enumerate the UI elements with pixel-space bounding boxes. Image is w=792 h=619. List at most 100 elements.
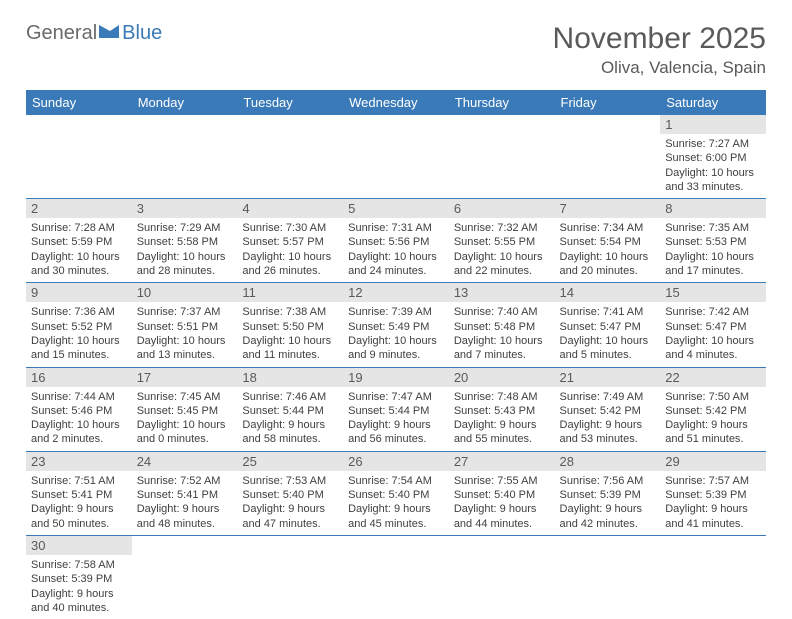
daylight-text: Daylight: 9 hours and 45 minutes.	[348, 502, 444, 531]
day-info: Sunrise: 7:55 AMSunset: 5:40 PMDaylight:…	[449, 471, 555, 535]
title-block: November 2025 Oliva, Valencia, Spain	[553, 22, 766, 78]
calendar-cell: 1Sunrise: 7:27 AMSunset: 6:00 PMDaylight…	[660, 115, 766, 199]
daylight-text: Daylight: 9 hours and 47 minutes.	[242, 502, 338, 531]
sunrise-text: Sunrise: 7:32 AM	[454, 221, 550, 235]
day-number: 19	[343, 368, 449, 387]
daylight-text: Daylight: 9 hours and 51 minutes.	[665, 418, 761, 447]
day-number: 27	[449, 452, 555, 471]
day-number: 24	[132, 452, 238, 471]
calendar-cell: 8Sunrise: 7:35 AMSunset: 5:53 PMDaylight…	[660, 199, 766, 283]
month-title: November 2025	[553, 22, 766, 56]
calendar-cell: 6Sunrise: 7:32 AMSunset: 5:55 PMDaylight…	[449, 199, 555, 283]
day-info: Sunrise: 7:37 AMSunset: 5:51 PMDaylight:…	[132, 302, 238, 366]
day-info: Sunrise: 7:56 AMSunset: 5:39 PMDaylight:…	[555, 471, 661, 535]
page-header: General Blue November 2025 Oliva, Valenc…	[26, 22, 766, 78]
day-info: Sunrise: 7:42 AMSunset: 5:47 PMDaylight:…	[660, 302, 766, 366]
daylight-text: Daylight: 9 hours and 41 minutes.	[665, 502, 761, 531]
day-number: 28	[555, 452, 661, 471]
calendar-cell	[449, 115, 555, 199]
day-info: Sunrise: 7:44 AMSunset: 5:46 PMDaylight:…	[26, 387, 132, 451]
day-info: Sunrise: 7:53 AMSunset: 5:40 PMDaylight:…	[237, 471, 343, 535]
sunrise-text: Sunrise: 7:45 AM	[137, 390, 233, 404]
logo: General Blue	[26, 22, 162, 45]
sunrise-text: Sunrise: 7:52 AM	[137, 474, 233, 488]
day-number: 29	[660, 452, 766, 471]
sunrise-text: Sunrise: 7:34 AM	[560, 221, 656, 235]
day-number: 16	[26, 368, 132, 387]
daylight-text: Daylight: 10 hours and 5 minutes.	[560, 334, 656, 363]
sunset-text: Sunset: 5:57 PM	[242, 235, 338, 249]
calendar-cell	[343, 535, 449, 619]
day-number: 1	[660, 115, 766, 134]
flag-icon	[97, 22, 122, 45]
day-number: 22	[660, 368, 766, 387]
sunrise-text: Sunrise: 7:37 AM	[137, 305, 233, 319]
sunset-text: Sunset: 5:42 PM	[665, 404, 761, 418]
daylight-text: Daylight: 10 hours and 20 minutes.	[560, 250, 656, 279]
daylight-text: Daylight: 9 hours and 53 minutes.	[560, 418, 656, 447]
day-info: Sunrise: 7:45 AMSunset: 5:45 PMDaylight:…	[132, 387, 238, 451]
day-number: 13	[449, 283, 555, 302]
calendar-row: 30Sunrise: 7:58 AMSunset: 5:39 PMDayligh…	[26, 535, 766, 619]
sunset-text: Sunset: 5:49 PM	[348, 320, 444, 334]
calendar-cell: 2Sunrise: 7:28 AMSunset: 5:59 PMDaylight…	[26, 199, 132, 283]
calendar-cell: 22Sunrise: 7:50 AMSunset: 5:42 PMDayligh…	[660, 367, 766, 451]
day-info: Sunrise: 7:48 AMSunset: 5:43 PMDaylight:…	[449, 387, 555, 451]
sunrise-text: Sunrise: 7:28 AM	[31, 221, 127, 235]
calendar-cell	[660, 535, 766, 619]
day-info: Sunrise: 7:57 AMSunset: 5:39 PMDaylight:…	[660, 471, 766, 535]
daylight-text: Daylight: 10 hours and 2 minutes.	[31, 418, 127, 447]
calendar-cell: 17Sunrise: 7:45 AMSunset: 5:45 PMDayligh…	[132, 367, 238, 451]
sunset-text: Sunset: 5:47 PM	[560, 320, 656, 334]
calendar-cell	[26, 115, 132, 199]
day-number: 17	[132, 368, 238, 387]
daylight-text: Daylight: 10 hours and 15 minutes.	[31, 334, 127, 363]
sunrise-text: Sunrise: 7:42 AM	[665, 305, 761, 319]
daylight-text: Daylight: 10 hours and 13 minutes.	[137, 334, 233, 363]
daylight-text: Daylight: 9 hours and 42 minutes.	[560, 502, 656, 531]
sunrise-text: Sunrise: 7:55 AM	[454, 474, 550, 488]
day-header: Wednesday	[343, 90, 449, 115]
daylight-text: Daylight: 10 hours and 30 minutes.	[31, 250, 127, 279]
day-number: 20	[449, 368, 555, 387]
day-info: Sunrise: 7:54 AMSunset: 5:40 PMDaylight:…	[343, 471, 449, 535]
calendar-cell: 24Sunrise: 7:52 AMSunset: 5:41 PMDayligh…	[132, 451, 238, 535]
day-header: Thursday	[449, 90, 555, 115]
daylight-text: Daylight: 9 hours and 58 minutes.	[242, 418, 338, 447]
day-info: Sunrise: 7:50 AMSunset: 5:42 PMDaylight:…	[660, 387, 766, 451]
sunrise-text: Sunrise: 7:36 AM	[31, 305, 127, 319]
day-info: Sunrise: 7:38 AMSunset: 5:50 PMDaylight:…	[237, 302, 343, 366]
daylight-text: Daylight: 10 hours and 9 minutes.	[348, 334, 444, 363]
sunset-text: Sunset: 5:50 PM	[242, 320, 338, 334]
sunrise-text: Sunrise: 7:53 AM	[242, 474, 338, 488]
calendar-cell: 25Sunrise: 7:53 AMSunset: 5:40 PMDayligh…	[237, 451, 343, 535]
calendar-cell: 4Sunrise: 7:30 AMSunset: 5:57 PMDaylight…	[237, 199, 343, 283]
day-info: Sunrise: 7:47 AMSunset: 5:44 PMDaylight:…	[343, 387, 449, 451]
calendar-row: 1Sunrise: 7:27 AMSunset: 6:00 PMDaylight…	[26, 115, 766, 199]
sunset-text: Sunset: 6:00 PM	[665, 151, 761, 165]
sunrise-text: Sunrise: 7:50 AM	[665, 390, 761, 404]
day-info: Sunrise: 7:30 AMSunset: 5:57 PMDaylight:…	[237, 218, 343, 282]
sunrise-text: Sunrise: 7:29 AM	[137, 221, 233, 235]
calendar-cell: 14Sunrise: 7:41 AMSunset: 5:47 PMDayligh…	[555, 283, 661, 367]
sunset-text: Sunset: 5:41 PM	[137, 488, 233, 502]
day-number: 18	[237, 368, 343, 387]
sunrise-text: Sunrise: 7:39 AM	[348, 305, 444, 319]
logo-word1: General	[26, 22, 97, 45]
sunset-text: Sunset: 5:46 PM	[31, 404, 127, 418]
sunset-text: Sunset: 5:55 PM	[454, 235, 550, 249]
calendar-cell	[132, 115, 238, 199]
daylight-text: Daylight: 10 hours and 24 minutes.	[348, 250, 444, 279]
day-info: Sunrise: 7:31 AMSunset: 5:56 PMDaylight:…	[343, 218, 449, 282]
day-number: 15	[660, 283, 766, 302]
day-number: 10	[132, 283, 238, 302]
day-number: 25	[237, 452, 343, 471]
sunset-text: Sunset: 5:54 PM	[560, 235, 656, 249]
calendar-cell: 10Sunrise: 7:37 AMSunset: 5:51 PMDayligh…	[132, 283, 238, 367]
calendar-cell: 30Sunrise: 7:58 AMSunset: 5:39 PMDayligh…	[26, 535, 132, 619]
sunrise-text: Sunrise: 7:41 AM	[560, 305, 656, 319]
location-label: Oliva, Valencia, Spain	[553, 58, 766, 78]
sunrise-text: Sunrise: 7:38 AM	[242, 305, 338, 319]
sunset-text: Sunset: 5:44 PM	[242, 404, 338, 418]
day-info: Sunrise: 7:39 AMSunset: 5:49 PMDaylight:…	[343, 302, 449, 366]
